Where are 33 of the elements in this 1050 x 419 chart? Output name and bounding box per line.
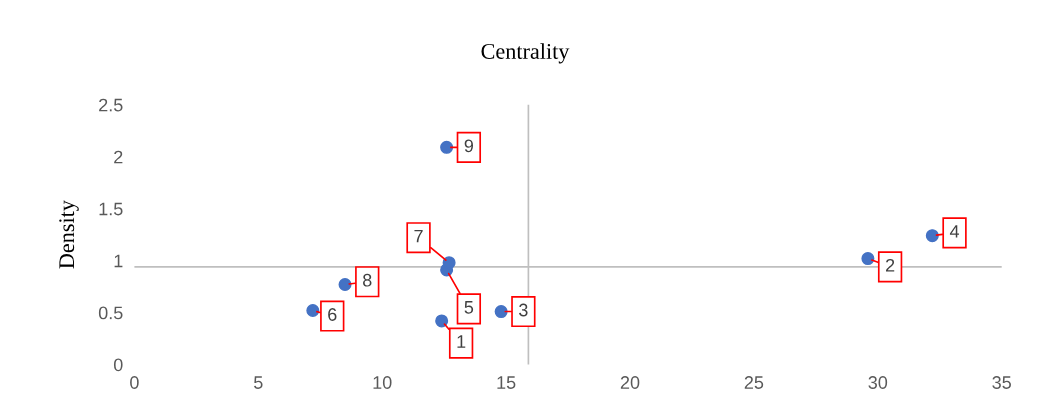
point xyxy=(442,256,456,270)
y-tick-label: 2.5 xyxy=(99,98,123,112)
annotation: 9 xyxy=(464,139,474,153)
annotation: 3 xyxy=(519,303,528,317)
chart-title: Centrality xyxy=(481,43,570,64)
annotation: 7 xyxy=(414,229,423,243)
point xyxy=(494,305,508,319)
y-tick-label: 2 xyxy=(114,150,123,164)
x-tick-label: 35 xyxy=(992,376,1011,389)
point xyxy=(435,314,449,328)
x-tick-label: 5 xyxy=(254,376,263,389)
point xyxy=(338,278,352,292)
annotation: 4 xyxy=(949,225,960,238)
y-tick-label: 0.5 xyxy=(98,306,123,320)
point xyxy=(925,229,939,243)
annotation: 6 xyxy=(328,308,337,321)
annotation: 2 xyxy=(886,258,895,272)
point xyxy=(306,303,320,318)
x-tick-label: 0 xyxy=(130,376,139,389)
annotation: 1 xyxy=(457,335,466,348)
y-tick-label: 0 xyxy=(113,358,123,372)
x-tick-label: 15 xyxy=(497,376,516,389)
point xyxy=(440,140,454,154)
x-tick-label: 30 xyxy=(868,376,888,389)
y-tick-label: 1.5 xyxy=(99,202,123,216)
annotation: 5 xyxy=(464,301,474,314)
y-tick-label: 1 xyxy=(114,254,123,268)
x-tick-label: 10 xyxy=(373,376,392,389)
x-tick-label: 20 xyxy=(620,376,640,389)
y-axis-title: Density xyxy=(59,200,79,269)
annotation: 8 xyxy=(363,273,372,287)
point xyxy=(861,252,875,266)
x-tick-label: 25 xyxy=(744,376,764,389)
